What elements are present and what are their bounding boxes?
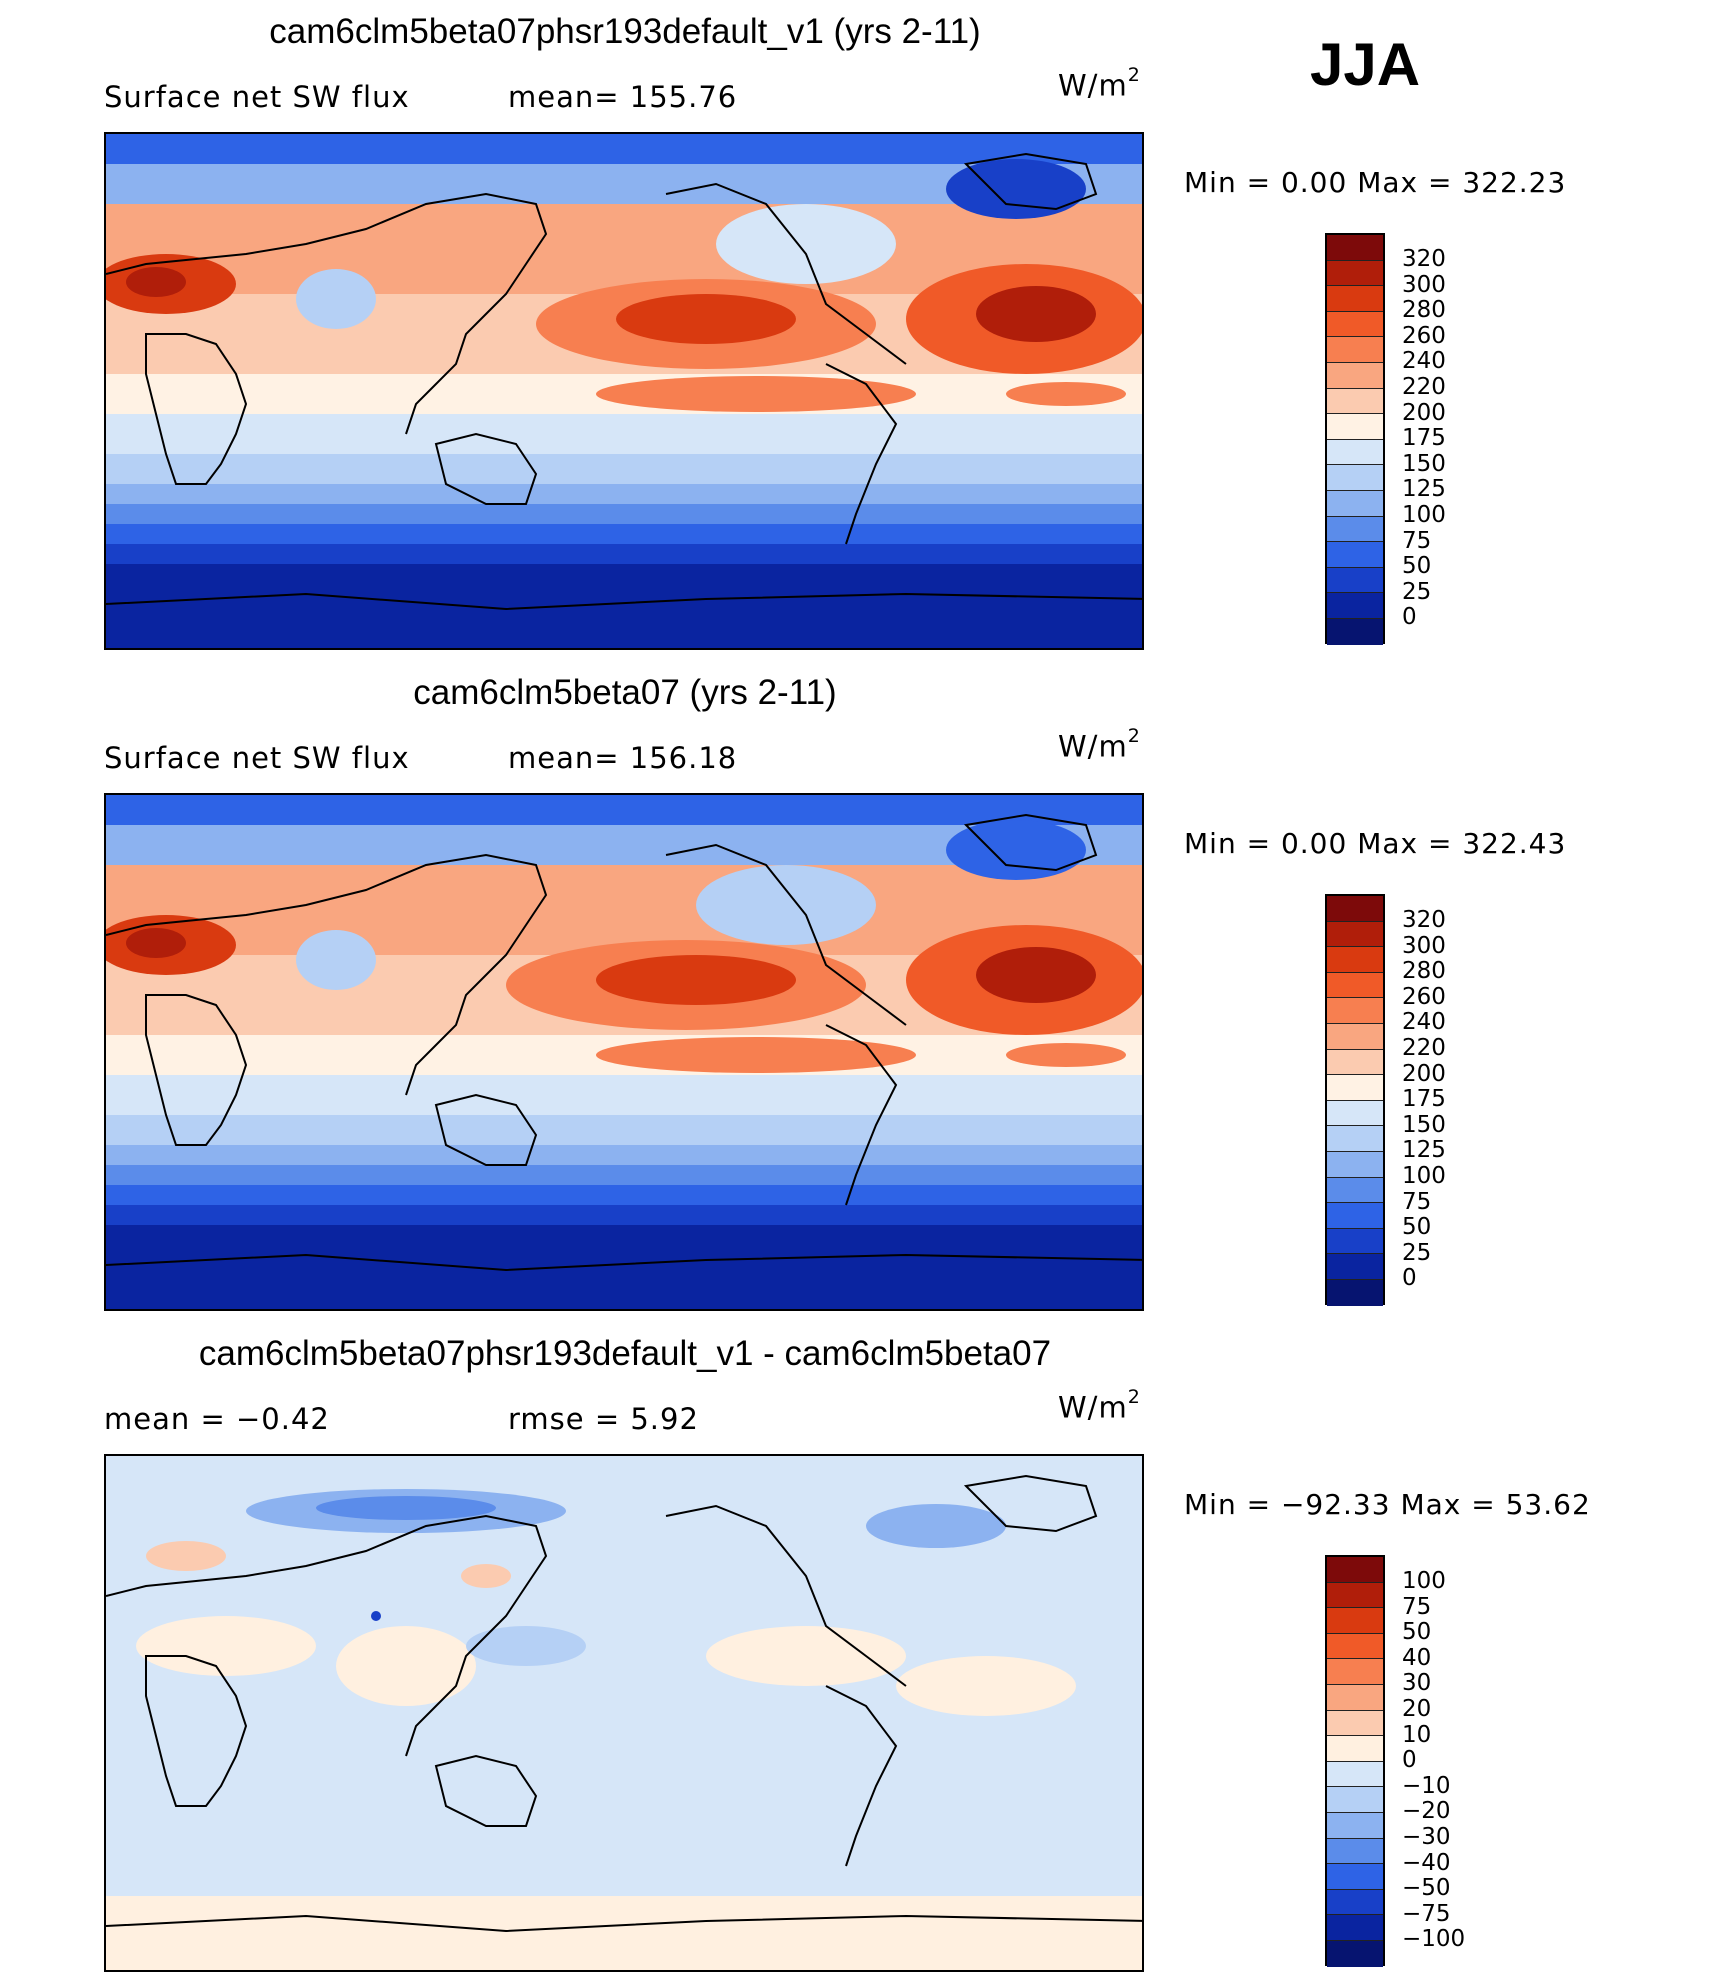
colorbar-tick-label: 220	[1402, 1035, 1446, 1061]
colorbar-tick-label: 175	[1402, 1086, 1446, 1113]
colorbar-tick-label: 260	[1402, 983, 1446, 1010]
colorbar-tick-label: 300	[1402, 932, 1446, 959]
panel-2-mean-label: mean= 156.18	[508, 741, 738, 775]
panel-2-map	[104, 793, 1144, 1311]
colorbar-tick-label: 100	[1402, 1568, 1446, 1594]
panel-3-map	[104, 1454, 1144, 1972]
colorbar-tick-label: 300	[1402, 271, 1446, 298]
colorbar-tick-label: 260	[1402, 322, 1446, 349]
panel-1-map-svg	[106, 134, 1142, 648]
colorbar-tick-label: 50	[1402, 553, 1432, 580]
colorbar-tick-label: 75	[1402, 527, 1432, 554]
colorbar-tick-label: 100	[1402, 502, 1446, 528]
colorbar-tick-label: 20	[1402, 1696, 1432, 1722]
colorbar-tick-label: 240	[1402, 1009, 1446, 1036]
colorbar-tick-label: 100	[1402, 1163, 1446, 1189]
colorbar-tick-label: 75	[1402, 1188, 1432, 1215]
panel-1-title: cam6clm5beta07phsr193default_v1 (yrs 2-1…	[269, 12, 981, 51]
panel-1-mean-label: mean= 155.76	[508, 80, 738, 114]
colorbar-tick-label: 0	[1402, 1265, 1417, 1292]
colorbar-tick-label: 280	[1402, 297, 1446, 324]
colorbar-tick-label: −50	[1402, 1875, 1451, 1902]
colorbar-tick-label: 200	[1402, 1060, 1446, 1087]
colorbar-tick-label: 175	[1402, 425, 1446, 452]
colorbar-tick-label: 0	[1402, 604, 1417, 631]
colorbar-tick-label: −30	[1402, 1824, 1451, 1850]
colorbar-tick-label: −20	[1402, 1798, 1451, 1825]
colorbar-tick-label: 25	[1402, 1239, 1432, 1266]
colorbar-tick-label: 40	[1402, 1644, 1432, 1671]
colorbar-tick-label: 240	[1402, 348, 1446, 375]
panel-3-title: cam6clm5beta07phsr193default_v1 - cam6cl…	[198, 1334, 1052, 1373]
colorbar-tick-label: 125	[1402, 476, 1446, 503]
colorbar-tick-label: −40	[1402, 1849, 1451, 1876]
panel-3-colorbar	[1325, 1555, 1385, 1967]
colorbar-tick-label: −75	[1402, 1900, 1451, 1927]
panel-2-field-label: Surface net SW flux	[104, 741, 410, 775]
colorbar-tick-label: 150	[1402, 450, 1446, 477]
colorbar-tick-label: 25	[1402, 578, 1432, 605]
colorbar-tick-label: 125	[1402, 1137, 1446, 1164]
colorbar-tick-label: 200	[1402, 399, 1446, 426]
panel-1-units: W/m2	[1058, 64, 1141, 103]
colorbar-tick-label: 10	[1402, 1721, 1432, 1748]
panel-1-map	[104, 132, 1144, 650]
colorbar-tick-label: 30	[1402, 1670, 1432, 1697]
panel-2-map-svg	[106, 795, 1142, 1309]
panel-2-units: W/m2	[1058, 725, 1141, 764]
colorbar-tick-label: 0	[1402, 1747, 1417, 1774]
panel-2-colorbar	[1325, 894, 1385, 1306]
colorbar-tick-label: 220	[1402, 374, 1446, 400]
season-label: JJA	[1310, 31, 1421, 98]
colorbar-tick-label: −100	[1402, 1926, 1466, 1953]
panel-2-title: cam6clm5beta07 (yrs 2-11)	[413, 673, 837, 712]
panel-2-minmax: Min = 0.00 Max = 322.43	[1184, 827, 1567, 860]
colorbar-tick-label: 320	[1402, 246, 1446, 272]
panel-3-units: W/m2	[1058, 1386, 1141, 1425]
colorbar-tick-label: 75	[1402, 1593, 1432, 1620]
panel-1-colorbar	[1325, 233, 1385, 645]
colorbar-tick-label: 50	[1402, 1619, 1432, 1646]
colorbar-tick-label: −10	[1402, 1772, 1451, 1799]
colorbar-tick-label: 50	[1402, 1214, 1432, 1241]
panel-3-minmax: Min = −92.33 Max = 53.62	[1184, 1488, 1591, 1521]
panel-3-rmse-label: rmse = 5.92	[508, 1402, 699, 1436]
panel-3-mean-label: mean = −0.42	[104, 1402, 330, 1436]
panel-1-minmax: Min = 0.00 Max = 322.23	[1184, 166, 1567, 199]
colorbar-tick-label: 320	[1402, 907, 1446, 933]
panel-3-map-svg	[106, 1456, 1142, 1970]
colorbar-tick-label: 280	[1402, 958, 1446, 985]
colorbar-tick-label: 150	[1402, 1111, 1446, 1138]
panel-1-field-label: Surface net SW flux	[104, 80, 410, 114]
